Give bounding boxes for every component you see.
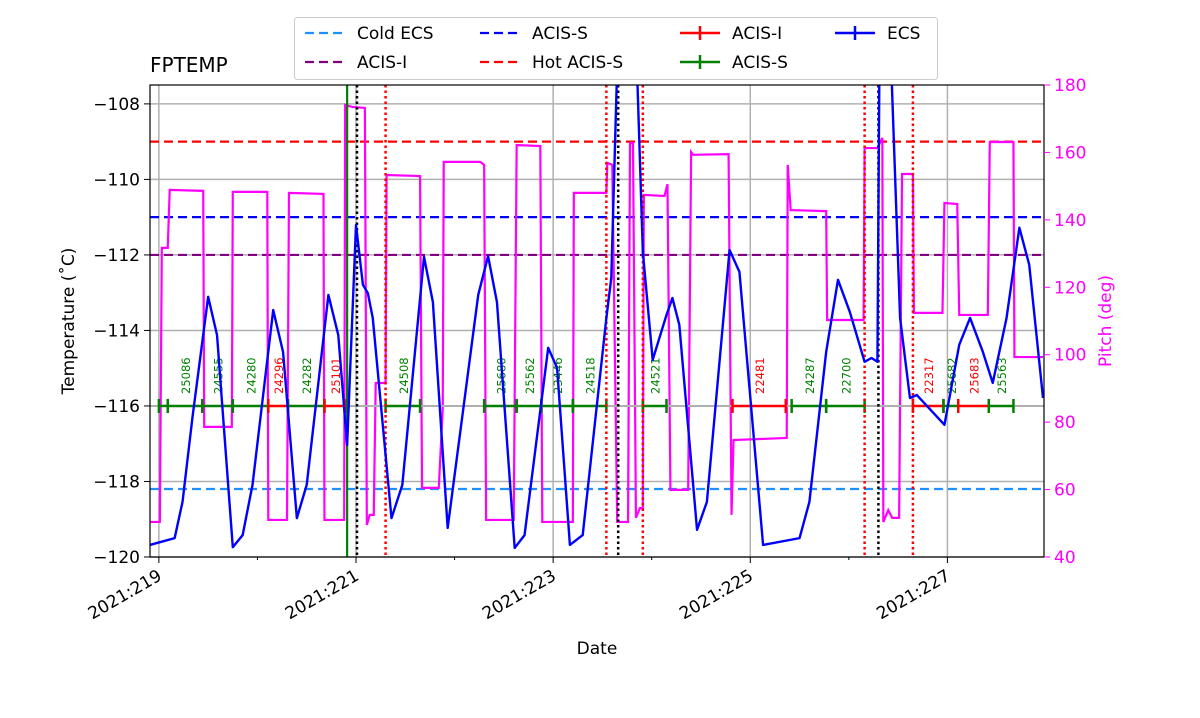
- obsid-label: 25101: [329, 357, 343, 394]
- pitch-line: [150, 103, 1044, 526]
- obsid-label: 24518: [584, 357, 598, 394]
- y-tick-label: −116: [93, 397, 140, 417]
- y-tick-label: −110: [93, 170, 140, 190]
- y2-axis-label: Pitch (deg): [1096, 275, 1116, 367]
- obsid-label: 22317: [922, 357, 936, 394]
- obsid-label: 22700: [839, 357, 853, 394]
- y-tick-label: −108: [93, 95, 140, 115]
- legend-label: ACIS-S: [532, 24, 588, 44]
- obsid-label: 24296: [272, 357, 286, 394]
- obsid-label: 24508: [397, 357, 411, 394]
- temperature-line: [150, 85, 1044, 550]
- legend-label: ACIS-S: [732, 53, 788, 73]
- legend-label: ECS: [887, 24, 920, 44]
- obsid-label: 24282: [300, 357, 314, 394]
- plot-frame: [149, 84, 1045, 558]
- y2-tick-label: 80: [1054, 413, 1076, 433]
- x-tick-label: 2021:219: [85, 566, 166, 624]
- obsid-label: 24280: [245, 357, 259, 394]
- x-axis-label: Date: [577, 639, 618, 659]
- y-tick-label: −114: [93, 321, 140, 341]
- obsid-label: 24555: [212, 357, 226, 394]
- legend-box: [294, 17, 938, 80]
- x-tick-label: 2021:223: [479, 566, 560, 624]
- x-tick-label: 2021:221: [282, 566, 363, 624]
- legend-label: ACIS-I: [732, 24, 782, 44]
- obsid-label: 24521: [649, 357, 663, 394]
- x-tick-label: 2021:227: [873, 566, 954, 624]
- plot-area: 25086 24555 24280 24296 24282 25101 24508 25680…: [150, 85, 1044, 557]
- y2-tick-label: 160: [1054, 143, 1086, 163]
- x-tick-label: 2021:225: [676, 566, 757, 624]
- y-axis-label: Temperature (˚C): [58, 248, 79, 396]
- obsid-label: 25086: [179, 357, 193, 394]
- legend: Cold ECS ACIS-I ACIS-S Hot ACIS-S ACIS-I ACIS…: [294, 17, 938, 80]
- legend-label: Cold ECS: [357, 24, 434, 44]
- grid: [150, 85, 1044, 558]
- y2-tick-label: 180: [1054, 76, 1086, 96]
- y2-tick-label: 40: [1054, 548, 1076, 568]
- obsid-label: 22481: [753, 357, 767, 394]
- obsid-label: 25562: [523, 357, 537, 394]
- obsid-label: 25683: [968, 357, 982, 394]
- y2-tick-label: 60: [1054, 481, 1076, 501]
- obsid-label: 24287: [803, 357, 817, 394]
- y-tick-label: −118: [93, 472, 140, 492]
- y-tick-label: −120: [93, 548, 140, 568]
- legend-label: Hot ACIS-S: [532, 53, 623, 73]
- y2-tick-label: 100: [1054, 346, 1086, 366]
- y2-tick-label: 140: [1054, 211, 1086, 231]
- obsid-label: 25563: [995, 357, 1009, 394]
- axes: 2021:219 2021:221 2021:223 2021:225 2021:227…: [85, 76, 1087, 624]
- y-tick-label: −112: [93, 246, 140, 266]
- legend-label: ACIS-I: [357, 53, 407, 73]
- chart-title: FPTEMP: [150, 53, 228, 77]
- y2-tick-label: 120: [1054, 278, 1086, 298]
